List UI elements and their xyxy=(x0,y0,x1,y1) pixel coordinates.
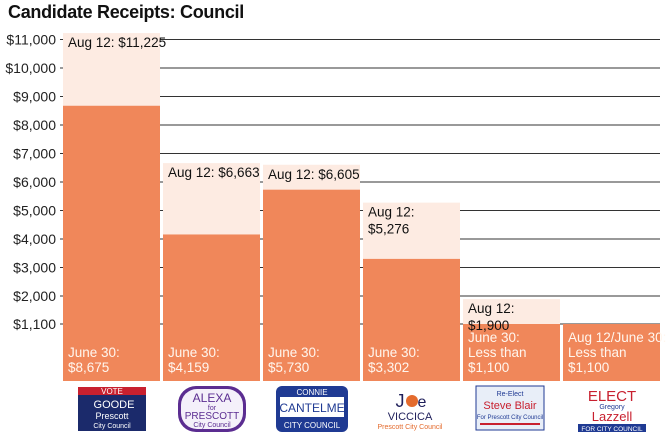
bar-group-goode: Aug 12: $11,225 June 30:$8,675 xyxy=(63,33,166,382)
logo-text: CANTELME xyxy=(279,401,344,415)
y-tick-label: $9,000 xyxy=(13,89,56,105)
logo-text: City Council xyxy=(93,423,131,430)
y-tick-label: $6,000 xyxy=(13,174,56,190)
june30-bar xyxy=(63,105,160,381)
coffee-cup-icon xyxy=(406,395,418,407)
logo-text: Lazzell xyxy=(592,409,633,424)
logo-text: ELECT xyxy=(588,388,636,405)
aug12-data-label: $5,276 xyxy=(368,222,409,237)
aug12-data-label: Aug 12: $6,605 xyxy=(268,167,360,182)
logo-text: City Council xyxy=(193,422,231,429)
y-tick-label: $2,000 xyxy=(13,288,56,304)
logo-text: VICCICA xyxy=(388,411,433,423)
logo-text: Steve Blair xyxy=(483,400,537,412)
bar-group-cantelme: Aug 12: $6,605 June 30:$5,730 xyxy=(263,164,360,381)
logo-text: for xyxy=(208,405,217,412)
blair-logo: Re-Elect Steve Blair For Prescott City Cou… xyxy=(475,385,545,431)
y-axis: $1,100 $2,000 $3,000 $4,000 $5,000 $6,000 $7,0… xyxy=(5,32,56,333)
logo-text: CITY COUNCIL xyxy=(284,421,341,430)
y-tick-label: $11,000 xyxy=(6,32,56,48)
logo-text: FOR CITY COUNCIL xyxy=(581,426,643,433)
logo-inner xyxy=(181,389,243,429)
june30-data-label: $8,675 xyxy=(68,360,109,375)
logo-text: GOODE xyxy=(94,399,135,411)
june30-data-label: $3,302 xyxy=(368,360,409,375)
logo-background xyxy=(376,386,444,432)
logo-text: ALEXA xyxy=(193,391,232,405)
june30-bar xyxy=(563,324,660,381)
june30-data-label: $1,100 xyxy=(468,360,509,375)
aug12-data-label: Aug 12: xyxy=(368,205,415,220)
y-tick-label: $3,000 xyxy=(13,260,56,276)
june30-data-label: $4,159 xyxy=(168,360,209,375)
june30-data-label: $1,100 xyxy=(568,360,609,375)
logo-text: VOTE xyxy=(101,387,123,396)
logo-stripe xyxy=(78,387,146,395)
y-tick-label: $1,100 xyxy=(13,316,56,332)
y-tick-label: $4,000 xyxy=(13,231,56,247)
bar-group-viccica: Aug 12: $5,276 June 30:$3,302 xyxy=(363,202,460,381)
logo-text: Prescott City Council xyxy=(378,424,443,431)
logo-band xyxy=(578,424,646,432)
june30-data-label: June 30: xyxy=(68,345,120,360)
june30-data-label: June 30: xyxy=(168,345,220,360)
logo-text: Re-Elect xyxy=(497,391,524,398)
logo-band xyxy=(280,397,344,417)
y-tick-label: $8,000 xyxy=(13,117,56,133)
aug12-data-label: Aug 12: $11,225 xyxy=(68,35,166,50)
logo-text: For Prescott City Council xyxy=(477,415,543,421)
logo-text: PRESCOTT xyxy=(185,411,239,422)
june30-data-label: $5,730 xyxy=(268,360,309,375)
logo-background xyxy=(475,385,545,431)
cantelme-logo: CONNIE CANTELME CITY COUNCIL xyxy=(276,386,348,432)
june30-data-label: Less than xyxy=(568,345,627,360)
june30-data-label: June 30: xyxy=(468,330,520,345)
june30-data-label: Aug 12/June 30: xyxy=(568,330,666,345)
logo-text: e xyxy=(418,394,427,411)
aug12-data-label: $1,900 xyxy=(468,318,509,333)
bar-group-lazzell: Aug 12/June 30:Less than$1,100 xyxy=(563,324,666,381)
aug12-data-label: Aug 12: $6,663 xyxy=(168,165,260,180)
june30-data-label: June 30: xyxy=(268,345,320,360)
logo-text: CONNIE xyxy=(296,388,327,397)
bar-group-alexa: Aug 12: $6,663 June 30:$4,159 xyxy=(163,163,260,381)
june30-data-label: June 30: xyxy=(368,345,420,360)
june30-data-label: Less than xyxy=(468,345,527,360)
logo-text: Gregory xyxy=(599,404,625,411)
y-tick-label: $10,000 xyxy=(5,60,56,76)
june30-bar xyxy=(263,189,360,381)
chart-title: Candidate Receipts: Council xyxy=(8,2,244,22)
logo-text: J xyxy=(396,391,405,411)
june30-bar xyxy=(363,258,460,381)
june30-bar xyxy=(463,324,560,381)
y-tick-label: $5,000 xyxy=(13,203,56,219)
logo-text: Prescott xyxy=(95,411,129,421)
june30-bar xyxy=(163,234,260,381)
y-tick-label: $7,000 xyxy=(13,146,56,162)
aug12-data-label: Aug 12: xyxy=(468,301,515,316)
